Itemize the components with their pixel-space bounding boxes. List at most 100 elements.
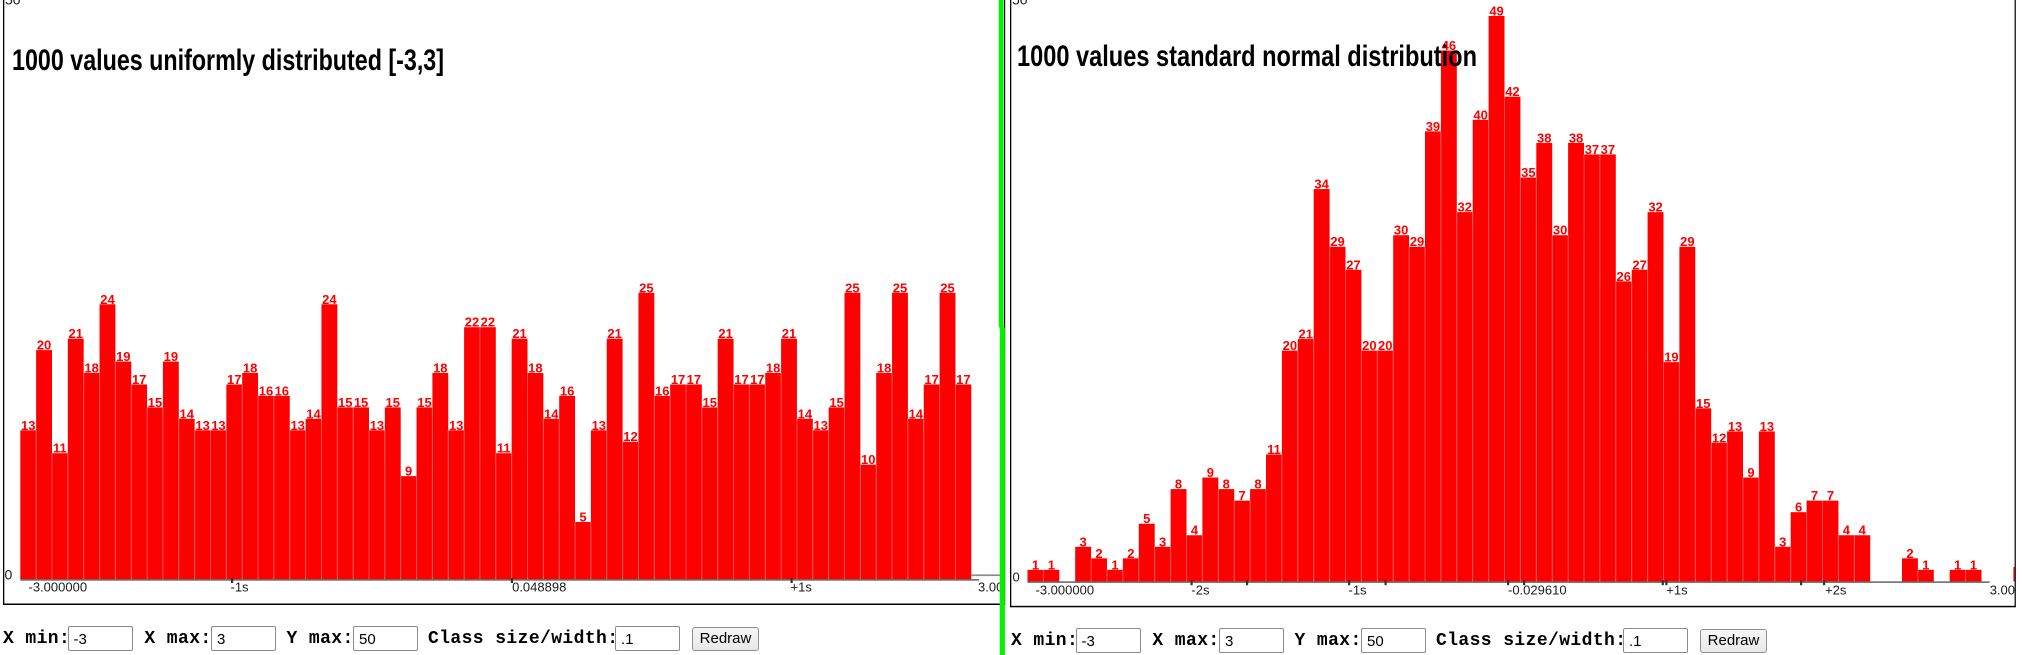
svg-text:9: 9 [1747, 465, 1754, 480]
svg-text:21: 21 [1299, 327, 1313, 342]
svg-text:12: 12 [1712, 430, 1726, 445]
svg-text:35: 35 [1521, 165, 1535, 180]
svg-text:17: 17 [227, 372, 241, 387]
svg-text:20: 20 [1362, 338, 1376, 353]
svg-text:46: 46 [1442, 38, 1456, 53]
svg-text:15: 15 [386, 395, 400, 410]
svg-text:19: 19 [1664, 350, 1678, 365]
svg-text:18: 18 [766, 361, 780, 376]
svg-text:3: 3 [1779, 534, 1786, 549]
svg-text:-0.029610: -0.029610 [1508, 583, 1567, 598]
svg-text:1000 values standard normal di: 1000 values standard normal distribution [1017, 40, 1477, 73]
svg-text:0: 0 [5, 566, 13, 582]
svg-text:25: 25 [845, 280, 859, 295]
svg-text:2: 2 [1095, 546, 1102, 561]
svg-text:12: 12 [623, 429, 637, 444]
svg-text:25: 25 [639, 280, 653, 295]
svg-text:18: 18 [433, 361, 447, 376]
svg-text:20: 20 [1283, 338, 1297, 353]
svg-text:1: 1 [1048, 557, 1055, 572]
svg-text:+2s: +2s [1825, 583, 1847, 598]
svg-text:22: 22 [465, 315, 479, 330]
svg-text:3.00: 3.00 [1990, 583, 2015, 598]
svg-text:-1s: -1s [231, 580, 250, 595]
svg-text:17: 17 [671, 372, 685, 387]
svg-text:13: 13 [370, 418, 384, 433]
svg-text:20: 20 [37, 338, 51, 353]
svg-text:21: 21 [512, 326, 526, 341]
svg-text:7: 7 [1239, 488, 1246, 503]
svg-text:1: 1 [1954, 557, 1961, 572]
svg-text:1: 1 [1970, 557, 1977, 572]
svg-text:25: 25 [893, 280, 907, 295]
svg-text:49: 49 [1489, 3, 1503, 18]
svg-text:42: 42 [1505, 84, 1519, 99]
svg-text:30: 30 [1553, 223, 1567, 238]
svg-text:2: 2 [1127, 546, 1134, 561]
svg-text:+1s: +1s [791, 580, 813, 595]
svg-text:14: 14 [544, 406, 559, 421]
svg-text:17: 17 [132, 372, 146, 387]
svg-text:1000 values uniformly distribu: 1000 values uniformly distributed [-3,3] [12, 44, 444, 77]
svg-text:38: 38 [1569, 130, 1583, 145]
svg-text:32: 32 [1648, 200, 1662, 215]
svg-text:7: 7 [1811, 488, 1818, 503]
svg-text:-3.000000: -3.000000 [29, 580, 88, 595]
svg-text:9: 9 [405, 464, 412, 479]
svg-text:15: 15 [829, 395, 843, 410]
svg-text:3.00: 3.00 [978, 580, 1003, 595]
svg-text:13: 13 [21, 418, 35, 433]
svg-text:3: 3 [1159, 534, 1166, 549]
svg-text:15: 15 [417, 395, 431, 410]
svg-text:15: 15 [354, 395, 368, 410]
svg-text:1: 1 [1922, 557, 1929, 572]
svg-text:-3.000000: -3.000000 [1036, 583, 1095, 598]
svg-text:50: 50 [1012, 0, 1028, 7]
svg-text:17: 17 [956, 372, 970, 387]
svg-text:15: 15 [1696, 396, 1710, 411]
svg-text:0.048898: 0.048898 [512, 580, 566, 595]
svg-text:7: 7 [1827, 488, 1834, 503]
svg-text:13: 13 [1728, 419, 1742, 434]
svg-text:13: 13 [592, 418, 606, 433]
svg-text:19: 19 [164, 349, 178, 364]
svg-text:29: 29 [1330, 234, 1344, 249]
svg-text:26: 26 [1617, 269, 1631, 284]
svg-text:3: 3 [1080, 534, 1087, 549]
svg-text:20: 20 [1378, 338, 1392, 353]
svg-text:9: 9 [1207, 465, 1214, 480]
svg-text:16: 16 [560, 383, 574, 398]
svg-text:6: 6 [1795, 500, 1802, 515]
svg-text:5: 5 [1143, 511, 1150, 526]
svg-text:38: 38 [1537, 130, 1551, 145]
svg-text:8: 8 [1254, 477, 1261, 492]
svg-text:17: 17 [687, 372, 701, 387]
svg-text:18: 18 [243, 361, 257, 376]
svg-text:16: 16 [275, 383, 289, 398]
svg-text:29: 29 [1680, 234, 1694, 249]
svg-text:1: 1 [1111, 557, 1118, 572]
svg-text:15: 15 [703, 395, 717, 410]
svg-text:11: 11 [53, 441, 67, 456]
svg-text:13: 13 [1760, 419, 1774, 434]
svg-text:17: 17 [924, 372, 938, 387]
svg-text:27: 27 [1632, 257, 1646, 272]
svg-text:14: 14 [798, 406, 813, 421]
svg-text:13: 13 [195, 418, 209, 433]
svg-text:24: 24 [100, 292, 115, 307]
svg-text:13: 13 [211, 418, 225, 433]
svg-text:15: 15 [338, 395, 352, 410]
svg-text:21: 21 [718, 326, 732, 341]
svg-text:39: 39 [1426, 119, 1440, 134]
svg-text:13: 13 [813, 418, 827, 433]
svg-text:8: 8 [1223, 477, 1230, 492]
svg-text:29: 29 [1410, 234, 1424, 249]
svg-text:40: 40 [1473, 107, 1487, 122]
svg-text:25: 25 [940, 280, 954, 295]
svg-text:-1s: -1s [1349, 583, 1368, 598]
svg-text:4: 4 [1859, 523, 1867, 538]
svg-text:22: 22 [481, 315, 495, 330]
svg-text:14: 14 [909, 406, 924, 421]
svg-text:10: 10 [861, 452, 875, 467]
svg-text:17: 17 [750, 372, 764, 387]
